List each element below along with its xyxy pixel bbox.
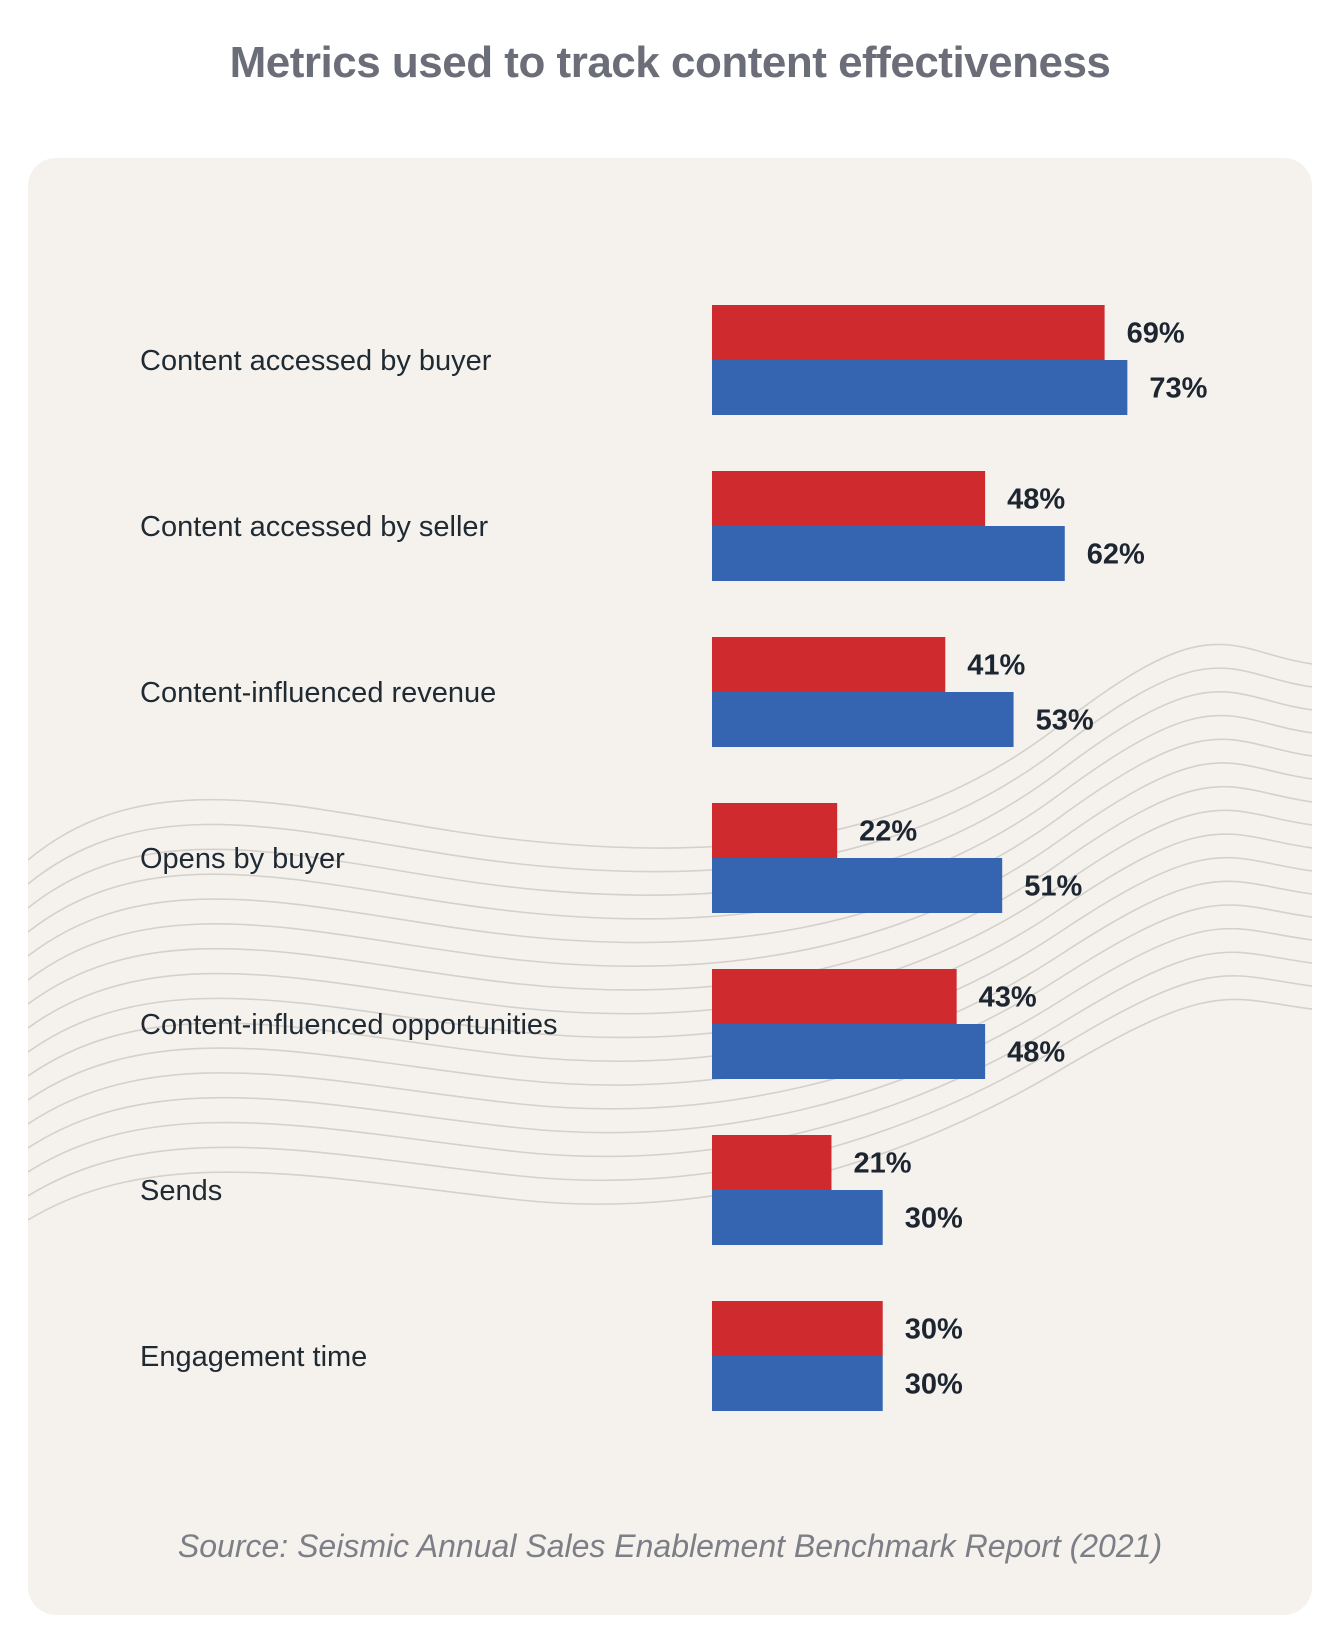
category-label: Content accessed by buyer [140,345,492,377]
wave-line [28,714,1312,933]
data-label: 48% [1007,1037,1065,1069]
bar [712,305,1105,360]
bar [712,1190,883,1245]
category-label: Sends [140,1175,222,1207]
bar-group-6: Engagement time 30% 30% [140,1301,963,1411]
data-label: 51% [1024,871,1082,903]
source-note: Source: Seismic Annual Sales Enablement … [177,1528,1163,1564]
data-label: 73% [1149,373,1207,405]
data-label: 30% [905,1203,963,1235]
bar-group-0: Content accessed by buyer 69% 73% [140,305,1208,415]
category-label: Engagement time [140,1341,367,1373]
bar [712,803,838,858]
bar-group-2: Content-influenced revenue 41% 53% [140,637,1094,747]
bar [712,692,1014,747]
bar [712,1356,883,1411]
bar [712,471,986,526]
data-label: 22% [859,816,917,848]
data-label: 41% [967,650,1025,682]
chart-title: Metrics used to track content effectiven… [229,38,1111,87]
bar [712,360,1128,415]
data-label: 48% [1007,484,1065,516]
bar [712,1301,883,1356]
wave-line [28,927,1312,1149]
data-label: 53% [1036,705,1094,737]
bar [712,858,1003,913]
bar [712,526,1065,581]
bar [712,637,946,692]
wave-line [28,880,1312,1101]
category-label: Content accessed by seller [140,511,489,543]
wave-line [28,904,1312,1125]
category-label: Content-influenced revenue [140,677,496,709]
bar [712,1024,986,1079]
category-label: Content-influenced opportunities [140,1009,558,1041]
data-label: 62% [1087,539,1145,571]
bar-group-5: Sends 21% 30% [140,1135,963,1245]
bar [712,969,957,1024]
wave-line [28,856,1312,1077]
category-label: Opens by buyer [140,843,345,875]
data-label: 21% [853,1148,911,1180]
bar-group-4: Content-influenced opportunities 43% 48% [140,969,1065,1079]
data-label: 30% [905,1314,963,1346]
bar [712,1135,832,1190]
wave-line [28,762,1312,981]
wave-line [28,738,1312,957]
decorative-wave-lines [28,643,1312,1221]
bar-group-3: Opens by buyer 22% 51% [140,803,1082,913]
data-label: 30% [905,1369,963,1401]
data-label: 43% [979,982,1037,1014]
data-label: 69% [1127,318,1185,350]
wave-line [28,951,1312,1173]
bar-group-1: Content accessed by seller 48% 62% [140,471,1145,581]
